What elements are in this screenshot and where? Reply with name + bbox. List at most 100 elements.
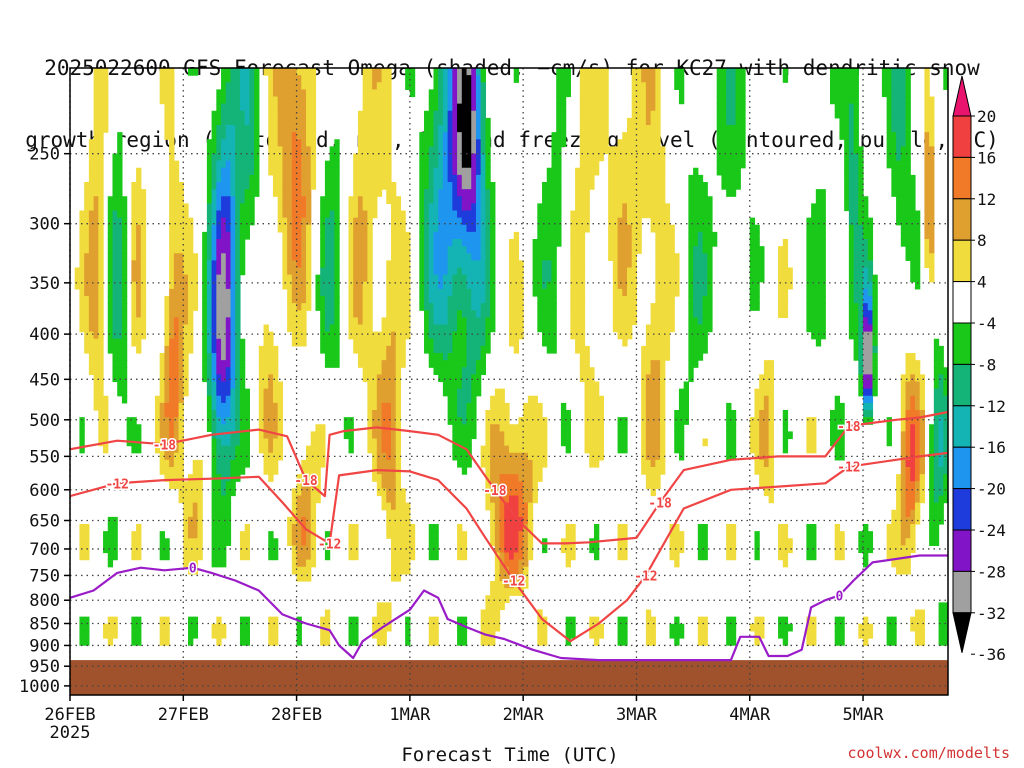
shading-cell (357, 160, 364, 169)
shading-cell (348, 310, 354, 318)
shading-cell (570, 274, 576, 283)
shading-cell (542, 417, 548, 425)
shading-cell (88, 267, 95, 276)
shading-cell (353, 531, 359, 539)
shading-cell (263, 417, 269, 425)
shading-cell (296, 559, 302, 568)
shading-cell (112, 267, 118, 276)
shading-cell (650, 174, 656, 183)
shading-cell (655, 125, 661, 133)
shading-cell (254, 167, 260, 176)
shading-cell (315, 467, 321, 475)
shading-cell (121, 374, 128, 383)
shading-cell (192, 623, 199, 632)
shading-cell (660, 182, 666, 190)
shading-cell (320, 345, 326, 354)
shading-cell (556, 75, 562, 83)
shading-cell (301, 174, 307, 183)
shading-cell (221, 338, 227, 347)
shading-cell (660, 424, 666, 432)
shading-cell (296, 288, 302, 297)
shading-cell (159, 75, 166, 83)
shading-cell (447, 353, 453, 361)
shading-cell (471, 103, 477, 112)
shading-cell (249, 89, 255, 98)
shading-cell (645, 438, 652, 447)
shading-cell (627, 196, 633, 204)
shading-cell (258, 353, 265, 361)
shading-cell (499, 502, 505, 511)
shading-cell (136, 288, 142, 297)
shading-cell (221, 367, 227, 375)
shading-cell (258, 388, 265, 397)
shading-cell (88, 167, 95, 176)
shading-cell (395, 402, 402, 411)
shading-cell (315, 303, 321, 311)
shading-cell (471, 231, 477, 240)
shading-cell (324, 239, 331, 247)
shading-cell (475, 160, 482, 169)
shading-cell (636, 160, 642, 169)
shading-cell (466, 110, 472, 119)
shading-cell (301, 495, 307, 504)
shading-cell (442, 231, 449, 240)
shading-cell (707, 203, 713, 212)
shading-cell (674, 445, 680, 454)
shading-cell (386, 495, 392, 504)
shading-cell (513, 267, 520, 276)
shading-cell (542, 623, 548, 632)
shading-cell (84, 239, 90, 247)
shading-cell (291, 182, 298, 190)
shading-cell (461, 616, 468, 625)
shading-cell (542, 253, 548, 261)
shading-cell (235, 75, 241, 83)
shading-cell (650, 353, 656, 361)
shading-cell (178, 324, 184, 333)
shading-cell (542, 438, 548, 447)
shading-cell (206, 274, 213, 283)
shading-cell (235, 125, 241, 133)
shading-cell (353, 630, 359, 639)
shading-cell (282, 267, 288, 276)
shading-cell (400, 246, 406, 254)
shading-cell (395, 374, 402, 383)
shading-cell (726, 174, 732, 183)
shading-cell (428, 89, 435, 98)
shading-cell (499, 588, 505, 596)
shading-cell (357, 217, 364, 226)
shading-cell (301, 502, 307, 511)
shading-cell (320, 260, 326, 269)
shading-cell (254, 117, 260, 126)
shading-cell (169, 246, 175, 254)
shading-cell (173, 353, 180, 361)
shading-cell (612, 267, 619, 276)
shading-cell (211, 239, 217, 247)
shading-cell (509, 267, 515, 276)
shading-cell (140, 317, 147, 326)
shading-cell (433, 203, 439, 212)
shading-cell (277, 68, 284, 76)
shading-cell (655, 160, 661, 169)
shading-cell (584, 89, 590, 98)
shading-cell (438, 310, 444, 318)
shading-cell (372, 182, 378, 190)
shading-cell (641, 203, 647, 212)
shading-cell (509, 260, 515, 269)
shading-cell (584, 96, 590, 105)
shading-cell (291, 552, 298, 561)
shading-cell (655, 110, 661, 119)
shading-cell (688, 338, 694, 347)
shading-cell (169, 132, 175, 140)
shading-cell (480, 331, 486, 340)
shading-cell (221, 196, 227, 204)
shading-cell (315, 459, 321, 468)
shading-cell (494, 566, 501, 575)
shading-cell (461, 424, 468, 432)
shading-cell (211, 360, 217, 368)
shading-cell (136, 616, 142, 625)
shading-cell (329, 288, 335, 297)
shading-cell (239, 160, 246, 169)
shading-cell (324, 324, 331, 333)
shading-cell (400, 224, 406, 233)
shading-cell (730, 417, 737, 425)
